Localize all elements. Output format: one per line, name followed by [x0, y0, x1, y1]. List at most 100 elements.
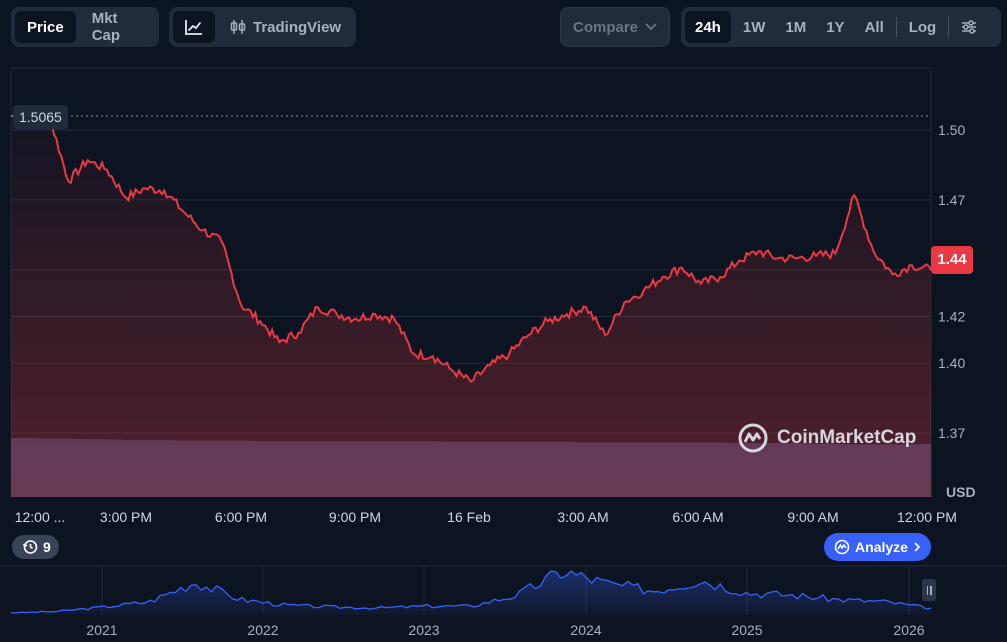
volume-bar [55, 438, 58, 497]
volume-bar [625, 442, 628, 497]
mktcap-tab[interactable]: Mkt Cap [91, 10, 121, 44]
volume-bar [21, 438, 24, 497]
volume-bar [209, 440, 212, 497]
volume-bar [445, 441, 448, 497]
volume-bar [647, 442, 650, 497]
volume-bar [413, 441, 416, 497]
volume-bar [429, 441, 432, 497]
volume-bar [207, 440, 210, 497]
tradingview-button[interactable]: TradingView [219, 11, 351, 43]
volume-bar [147, 439, 150, 497]
volume-bar [703, 442, 706, 497]
range-24h[interactable]: 24h [685, 11, 731, 43]
volume-bar [591, 442, 594, 497]
navigator-year-label: 2021 [86, 622, 117, 638]
volume-bar [531, 441, 534, 497]
volume-bar [337, 441, 340, 497]
volume-bar [725, 442, 728, 497]
volume-bar [367, 441, 370, 497]
volume-bar [375, 441, 378, 497]
settings-button[interactable] [953, 11, 985, 43]
volume-bar [105, 439, 108, 497]
volume-bar [645, 442, 648, 497]
volume-bar [719, 442, 722, 497]
volume-bar [435, 441, 438, 497]
volume-bar [689, 442, 692, 497]
volume-bar [583, 442, 586, 497]
volume-bar [649, 442, 652, 497]
volume-bar [203, 440, 206, 497]
compare-dropdown[interactable]: Compare [560, 7, 670, 47]
volume-bar [255, 441, 258, 497]
volume-bar [637, 442, 640, 497]
volume-bar [629, 442, 632, 497]
volume-bar [253, 440, 256, 497]
volume-bar [41, 438, 44, 497]
volume-bar [601, 442, 604, 497]
line-chart-button[interactable] [173, 11, 215, 43]
volume-bar [483, 441, 486, 497]
volume-bar [31, 438, 34, 497]
chevron-down-icon [645, 23, 657, 31]
volume-bar [143, 439, 146, 497]
volume-bar [291, 441, 294, 497]
volume-bar [171, 440, 174, 497]
history-button[interactable]: 9 [12, 535, 59, 559]
volume-bar [489, 441, 492, 497]
volume-bar [447, 441, 450, 497]
volume-bar [559, 441, 562, 497]
volume-bar [577, 442, 580, 497]
volume-bar [65, 438, 68, 497]
volume-bar [395, 441, 398, 497]
volume-bar [259, 441, 262, 497]
range-1m[interactable]: 1M [785, 18, 807, 36]
volume-bar [279, 441, 282, 497]
volume-bar [271, 441, 274, 497]
x-tick-label: 9:00 PM [329, 509, 381, 525]
volume-bar [91, 439, 94, 497]
x-tick-label: 12:00 ... [15, 509, 66, 525]
volume-bar [63, 438, 66, 497]
volume-bar [151, 439, 154, 497]
volume-bar [415, 441, 418, 497]
volume-bar [319, 441, 322, 497]
volume-bar [365, 441, 368, 497]
volume-bar [239, 440, 242, 497]
volume-bar [503, 441, 506, 497]
volume-bar [263, 441, 266, 497]
volume-bar [269, 441, 272, 497]
volume-bar [191, 440, 194, 497]
range-1y[interactable]: 1Y [826, 18, 845, 36]
volume-bar [615, 442, 618, 497]
volume-bar [709, 442, 712, 497]
volume-bar [373, 441, 376, 497]
volume-bar [159, 439, 162, 497]
volume-bar [929, 443, 932, 497]
volume-bar [659, 442, 662, 497]
compare-label: Compare [573, 18, 639, 36]
volume-bar [453, 441, 456, 497]
volume-bar [227, 440, 230, 497]
currency-label: USD [946, 484, 976, 500]
volume-bar [321, 441, 324, 497]
volume-bar [79, 439, 82, 497]
navigator-year-label: 2025 [731, 622, 762, 638]
volume-bar [23, 438, 26, 497]
volume-bar [257, 441, 260, 497]
volume-bar [619, 442, 622, 497]
volume-bar [481, 441, 484, 497]
volume-bar [605, 442, 608, 497]
price-tab[interactable]: Price [15, 11, 76, 43]
volume-bar [443, 441, 446, 497]
analyze-button[interactable]: Analyze [824, 533, 931, 561]
range-1w[interactable]: 1W [742, 18, 766, 36]
x-tick-label: 6:00 AM [672, 509, 723, 525]
volume-bar [349, 441, 352, 497]
volume-bar [653, 442, 656, 497]
navigator-handle[interactable] [922, 579, 936, 601]
volume-bar [431, 441, 434, 497]
log-scale-button[interactable]: Log [908, 18, 937, 36]
volume-bar [377, 441, 380, 497]
volume-bar [555, 441, 558, 497]
range-all[interactable]: All [864, 18, 884, 36]
